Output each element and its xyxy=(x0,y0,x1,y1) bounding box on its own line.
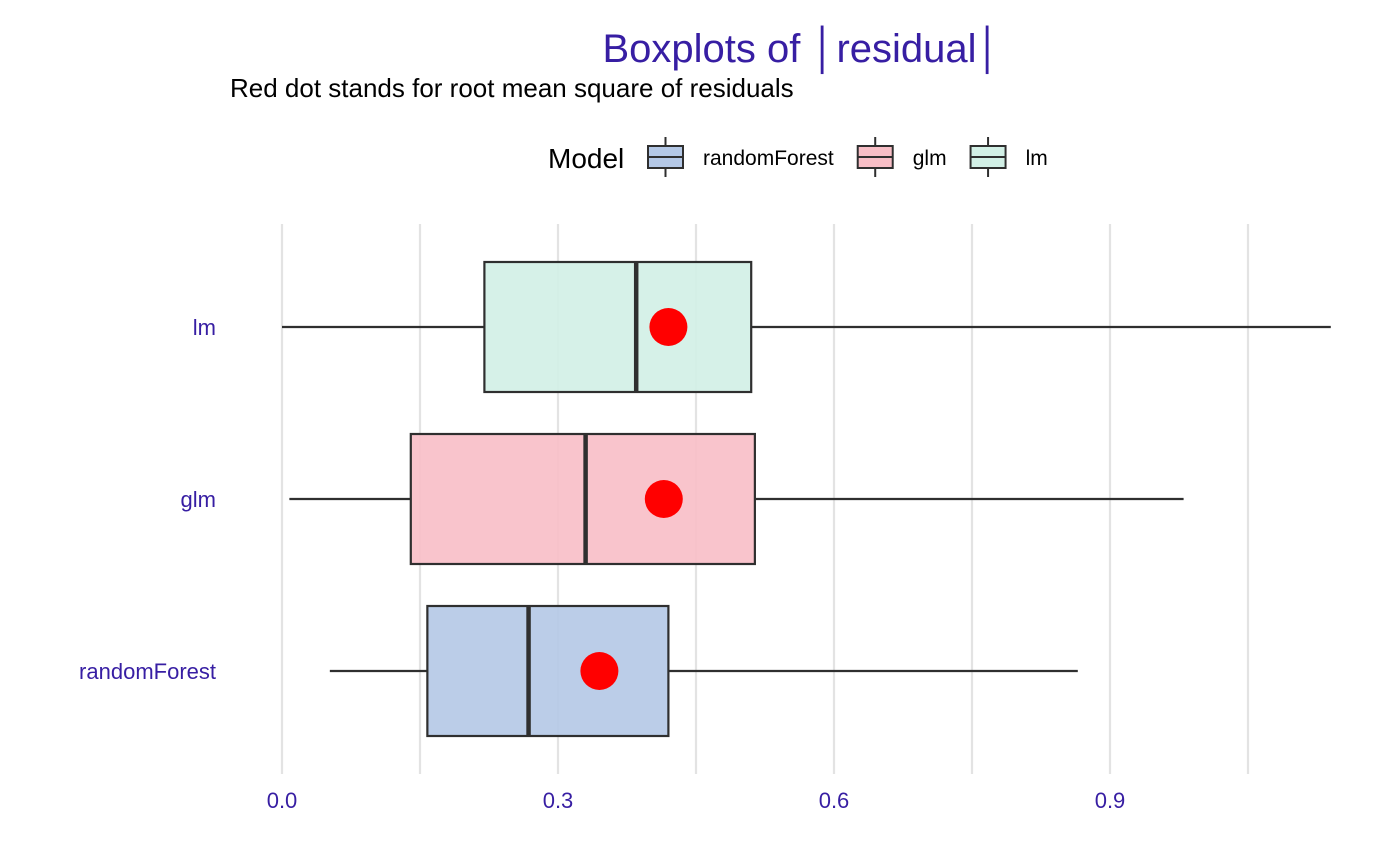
x-tick-label: 0.3 xyxy=(543,788,574,813)
legend-label: glm xyxy=(913,147,947,170)
x-axis-labels: 0.0 0.3 0.6 0.9 xyxy=(267,788,1126,813)
chart-subtitle: Red dot stands for root mean square of r… xyxy=(230,73,794,103)
y-tick-label: glm xyxy=(181,487,216,512)
x-tick-label: 0.9 xyxy=(1095,788,1126,813)
box-iqr xyxy=(409,432,756,566)
legend-label: randomForest xyxy=(703,147,834,170)
box-randomForest xyxy=(329,604,1078,738)
legend-keys: randomForest glm lm xyxy=(647,137,1048,177)
y-tick-label: lm xyxy=(193,315,216,340)
box-lm xyxy=(282,260,1331,394)
boxes-layer xyxy=(282,260,1331,738)
legend-title: Model xyxy=(548,143,624,174)
rms-dot xyxy=(580,652,619,690)
legend: Model randomForest glm lm xyxy=(548,137,1048,177)
legend-item-lm: lm xyxy=(969,137,1048,177)
legend-item-glm: glm xyxy=(856,137,947,177)
y-tick-label: randomForest xyxy=(79,659,216,684)
x-tick-label: 0.6 xyxy=(819,788,850,813)
chart-title: Boxplots of │residual│ xyxy=(602,25,1001,75)
legend-item-randomForest: randomForest xyxy=(647,137,834,177)
box-iqr xyxy=(483,260,753,394)
y-axis-labels: lm glm randomForest xyxy=(79,315,216,684)
x-tick-label: 0.0 xyxy=(267,788,298,813)
rms-dot xyxy=(644,480,683,518)
box-iqr xyxy=(426,604,670,738)
legend-label: lm xyxy=(1026,147,1048,170)
box-glm xyxy=(289,432,1184,566)
rms-dot xyxy=(649,308,688,346)
